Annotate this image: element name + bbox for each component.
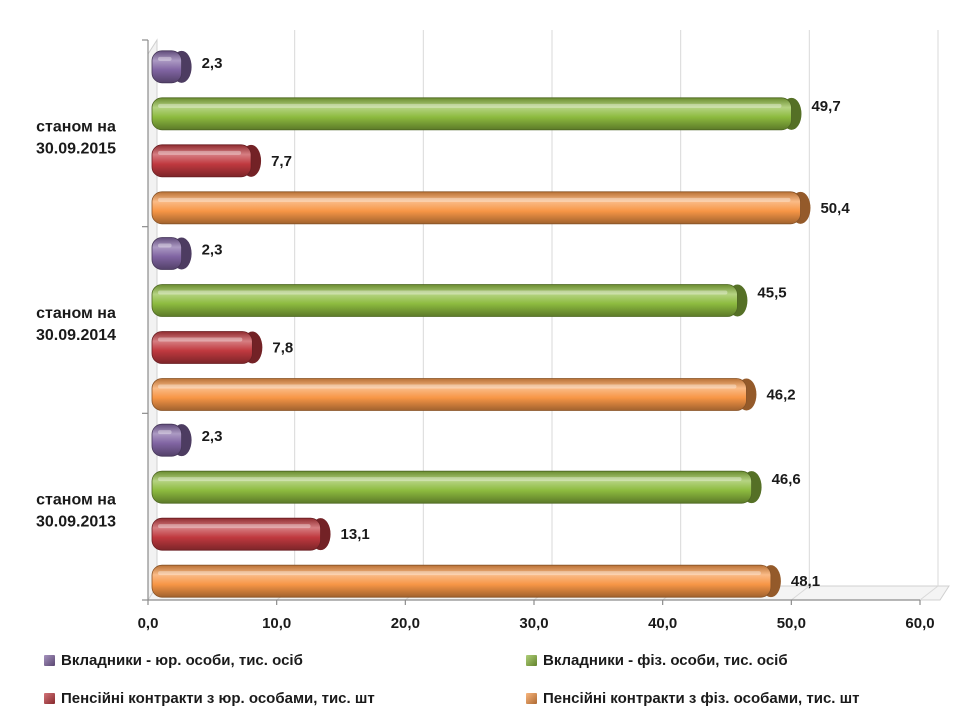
- category-label: станом на: [36, 492, 116, 509]
- category-label: 30.09.2014: [36, 327, 116, 344]
- bar-highlight: [158, 290, 728, 295]
- gridline-floor: [791, 585, 810, 601]
- bar: [151, 50, 182, 84]
- category-label: 30.09.2013: [36, 514, 116, 531]
- x-tick-label: 60,0: [905, 615, 934, 632]
- category-label: 30.09.2015: [36, 140, 116, 157]
- gridline-floor: [919, 585, 939, 601]
- legend-item: Вкладники - фіз. особи, тис. осіб: [526, 652, 788, 669]
- data-label: 2,3: [202, 242, 223, 259]
- legend-label: Пенсійні контракти з фіз. особами, тис. …: [543, 690, 860, 707]
- legend-swatch: [44, 693, 55, 704]
- x-tick-label: 40,0: [648, 615, 677, 632]
- x-tick-label: 50,0: [777, 615, 806, 632]
- bar: [151, 97, 792, 131]
- data-label: 49,7: [811, 98, 840, 115]
- bar: [151, 284, 738, 317]
- legend-label: Пенсійні контракти з юр. особами, тис. ш…: [61, 690, 375, 707]
- bar: [151, 144, 252, 178]
- bar-highlight: [158, 477, 742, 482]
- legend-item: Пенсійні контракти з юр. особами, тис. ш…: [44, 690, 375, 707]
- data-label: 2,3: [202, 55, 223, 72]
- legend-label: Вкладники - фіз. особи, тис. осіб: [543, 652, 788, 669]
- legend-swatch: [526, 655, 537, 666]
- bar: [151, 517, 321, 551]
- x-tick-label: 20,0: [391, 615, 420, 632]
- bar: [151, 564, 772, 598]
- bar-highlight: [158, 524, 311, 529]
- bar: [151, 331, 253, 364]
- data-label: 48,1: [791, 573, 820, 590]
- chart-legend: Вкладники - юр. особи, тис. осіб Вкладни…: [0, 648, 960, 720]
- legend-item: Вкладники - юр. особи, тис. осіб: [44, 652, 303, 669]
- bar-highlight: [158, 384, 737, 389]
- bar: [151, 378, 747, 411]
- legend-swatch: [526, 693, 537, 704]
- bar: [151, 237, 182, 270]
- category-label: станом на: [36, 305, 116, 322]
- bar: [151, 423, 182, 457]
- x-tick-label: 0,0: [138, 615, 159, 632]
- legend-swatch: [44, 655, 55, 666]
- data-label: 7,7: [271, 153, 292, 170]
- bar-highlight: [158, 150, 242, 155]
- bar-chart: станом на 30.09.2015 2,3 49,7 7,7 50,4 станом …: [36, 30, 950, 632]
- data-label: 2,3: [202, 428, 223, 445]
- data-label: 45,5: [757, 285, 786, 302]
- data-label: 50,4: [820, 200, 850, 217]
- data-label: 7,8: [272, 340, 293, 357]
- bar-highlight: [158, 56, 172, 61]
- bar-highlight: [158, 197, 791, 202]
- legend-label: Вкладники - юр. особи, тис. осіб: [61, 652, 303, 669]
- bar-highlight: [158, 337, 243, 342]
- bar-highlight: [158, 430, 172, 435]
- data-label: 46,6: [772, 471, 801, 488]
- bar: [151, 470, 752, 504]
- x-tick-label: 30,0: [519, 615, 548, 632]
- bar-highlight: [158, 243, 172, 248]
- bar-highlight: [158, 103, 782, 108]
- bar: [151, 191, 801, 225]
- data-label: 46,2: [766, 387, 795, 404]
- category-label: станом на: [36, 118, 116, 135]
- x-tick-label: 10,0: [262, 615, 291, 632]
- bar-highlight: [158, 571, 761, 576]
- data-label: 13,1: [341, 526, 370, 543]
- legend-item: Пенсійні контракти з фіз. особами, тис. …: [526, 690, 859, 707]
